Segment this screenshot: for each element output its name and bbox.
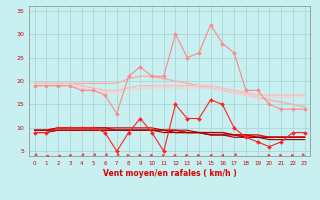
X-axis label: Vent moyen/en rafales ( km/h ): Vent moyen/en rafales ( km/h ) [103, 169, 236, 178]
